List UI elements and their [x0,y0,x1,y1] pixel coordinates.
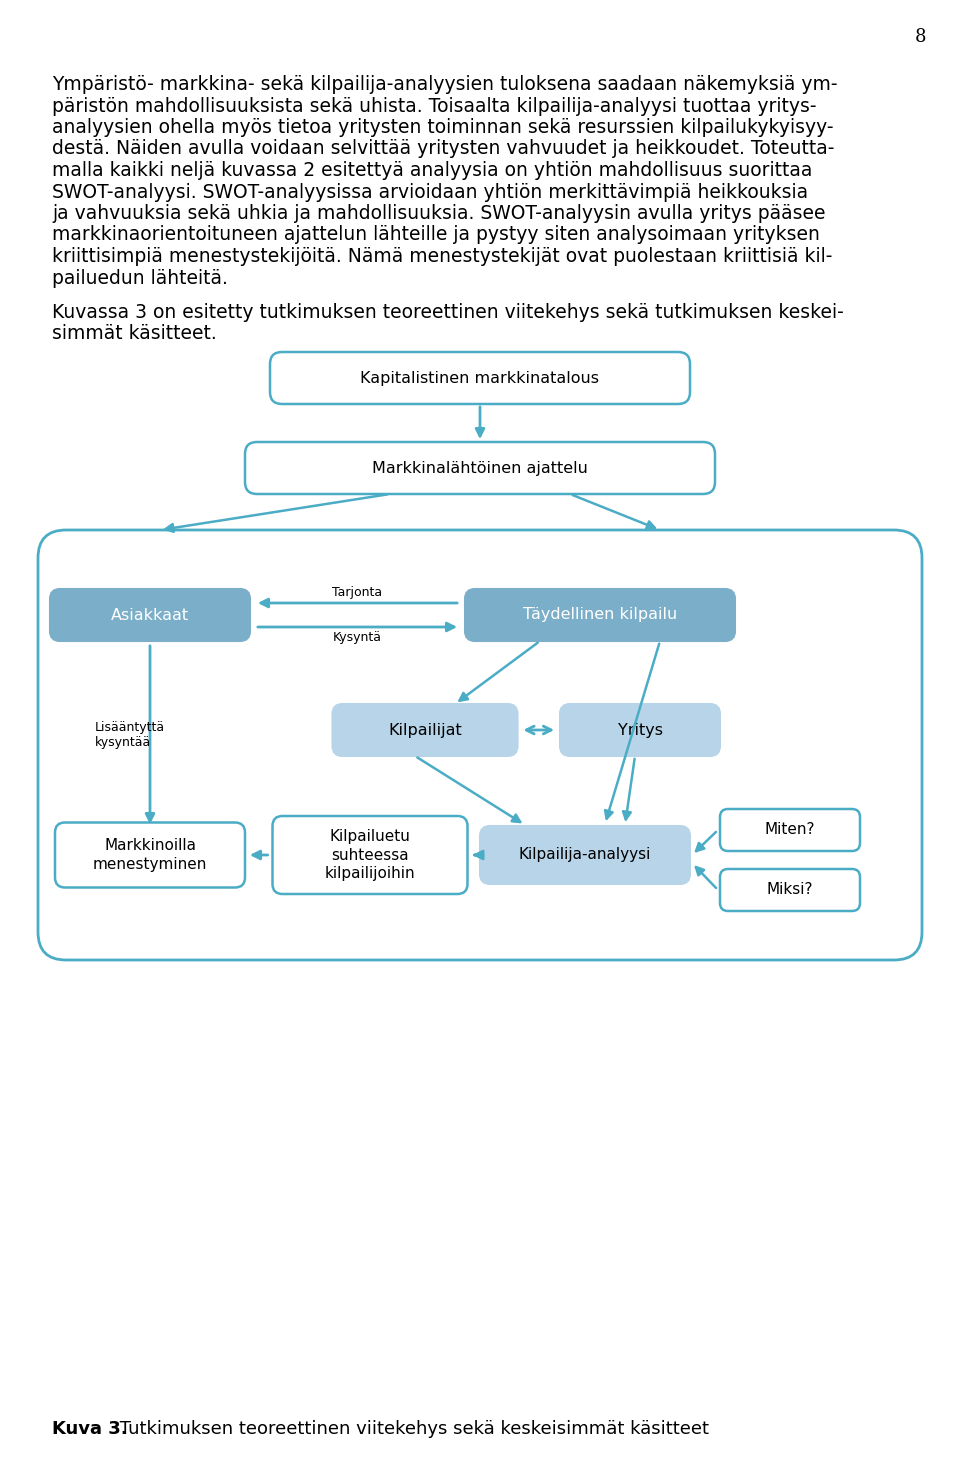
Text: Kuva 3.: Kuva 3. [52,1421,128,1438]
FancyBboxPatch shape [720,809,860,850]
Text: pailuedun lähteitä.: pailuedun lähteitä. [52,268,228,287]
FancyBboxPatch shape [332,704,517,756]
FancyBboxPatch shape [465,589,735,641]
Text: Kuvassa 3 on esitetty tutkimuksen teoreettinen viitekehys sekä tutkimuksen keske: Kuvassa 3 on esitetty tutkimuksen teoree… [52,303,844,323]
Text: ja vahvuuksia sekä uhkia ja mahdollisuuksia. SWOT-analyysin avulla yritys pääsee: ja vahvuuksia sekä uhkia ja mahdollisuuk… [52,204,826,223]
Text: päristön mahdollisuuksista sekä uhista. Toisaalta kilpailija-analyysi tuottaa yr: päristön mahdollisuuksista sekä uhista. … [52,97,817,116]
Text: Täydellinen kilpailu: Täydellinen kilpailu [523,607,677,623]
FancyBboxPatch shape [245,443,715,494]
Text: Tutkimuksen teoreettinen viitekehys sekä keskeisimmät käsitteet: Tutkimuksen teoreettinen viitekehys sekä… [114,1421,709,1438]
Text: Kysyntä: Kysyntä [333,630,382,644]
Text: Kilpailijat: Kilpailijat [388,723,462,737]
Text: Ympäristö- markkina- sekä kilpailija-analyysien tuloksena saadaan näkemyksiä ym-: Ympäristö- markkina- sekä kilpailija-ana… [52,75,837,94]
Text: Yritys: Yritys [617,723,662,737]
FancyBboxPatch shape [480,825,690,884]
Text: SWOT-analyysi. SWOT-analyysissa arvioidaan yhtiön merkittävimpiä heikkouksia: SWOT-analyysi. SWOT-analyysissa arvioida… [52,182,808,201]
Text: Asiakkaat: Asiakkaat [111,607,189,623]
FancyBboxPatch shape [50,589,250,641]
Text: Lisääntyttä
kysyntää: Lisääntyttä kysyntää [95,721,165,749]
Text: markkinaorientoituneen ajattelun lähteille ja pystyy siten analysoimaan yritykse: markkinaorientoituneen ajattelun lähteil… [52,226,820,245]
Text: Kilpailuetu
suhteessa
kilpailijoihin: Kilpailuetu suhteessa kilpailijoihin [324,828,416,881]
Text: 8: 8 [914,28,925,45]
Text: Miten?: Miten? [765,822,815,837]
Text: Tarjonta: Tarjonta [332,586,383,600]
Text: malla kaikki neljä kuvassa 2 esitettyä analyysia on yhtiön mahdollisuus suoritta: malla kaikki neljä kuvassa 2 esitettyä a… [52,161,812,180]
Text: kriittisimpiä menestystekijöitä. Nämä menestystekijät ovat puolestaan kriittisiä: kriittisimpiä menestystekijöitä. Nämä me… [52,246,832,265]
Text: simmät käsitteet.: simmät käsitteet. [52,324,217,343]
FancyBboxPatch shape [38,531,922,960]
FancyBboxPatch shape [270,352,690,405]
Text: Kilpailija-analyysi: Kilpailija-analyysi [518,847,651,862]
Text: Markkinalähtöinen ajattelu: Markkinalähtöinen ajattelu [372,460,588,475]
FancyBboxPatch shape [273,817,468,894]
FancyBboxPatch shape [720,869,860,910]
Text: analyysien ohella myös tietoa yritysten toiminnan sekä resurssien kilpailukykyis: analyysien ohella myös tietoa yritysten … [52,117,833,136]
FancyBboxPatch shape [55,822,245,887]
FancyBboxPatch shape [560,704,720,756]
Text: Miksi?: Miksi? [767,883,813,897]
Text: destä. Näiden avulla voidaan selvittää yritysten vahvuudet ja heikkoudet. Toteut: destä. Näiden avulla voidaan selvittää y… [52,139,834,158]
Text: Markkinoilla
menestyminen: Markkinoilla menestyminen [93,839,207,872]
Text: Kapitalistinen markkinatalous: Kapitalistinen markkinatalous [361,371,599,386]
